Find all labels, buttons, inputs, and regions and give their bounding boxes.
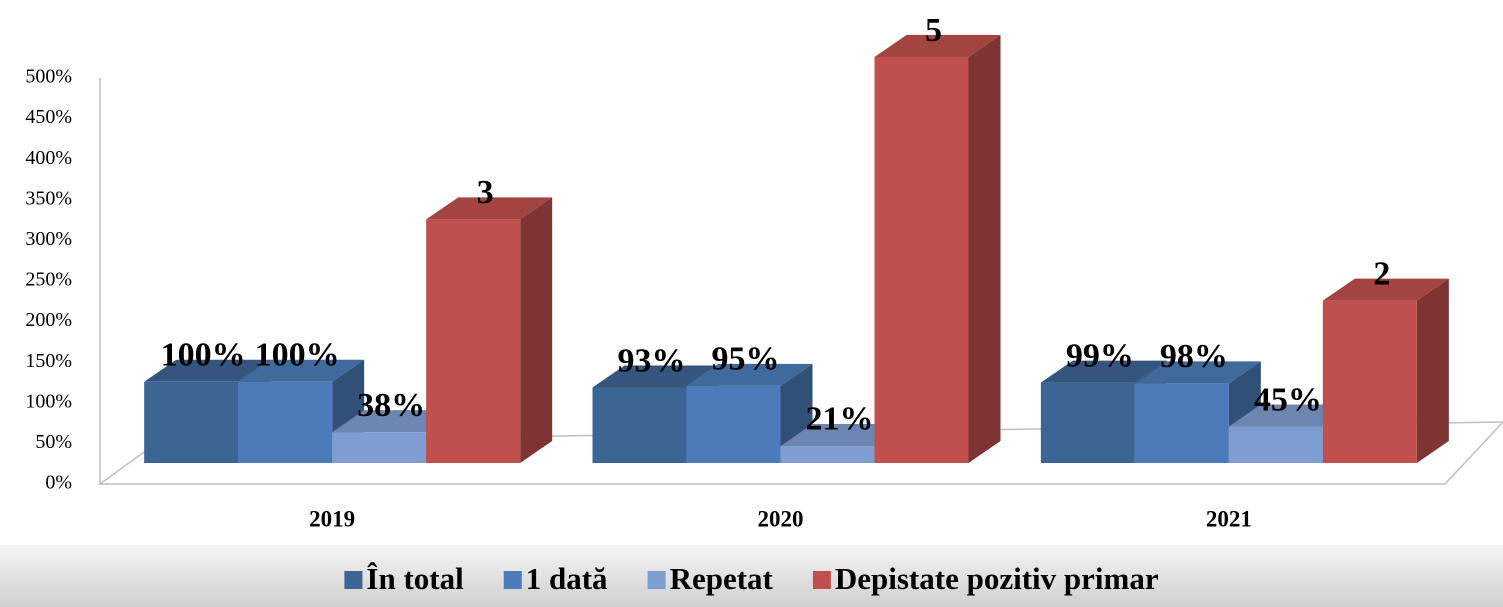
bar-top <box>686 363 813 386</box>
bar <box>426 219 521 463</box>
bar-side <box>1416 278 1449 463</box>
legend-swatch <box>647 571 666 589</box>
y-tick-label: 400% <box>25 147 72 169</box>
bar <box>780 445 875 463</box>
bar-side <box>520 197 553 463</box>
legend-swatch <box>503 571 522 589</box>
y-tick-label: 350% <box>25 187 72 209</box>
y-tick-label: 250% <box>25 269 72 291</box>
value-label: 98% <box>1160 338 1228 375</box>
value-label: 93% <box>618 342 686 379</box>
legend-label: În total <box>366 561 464 596</box>
value-label: 100% <box>161 337 246 374</box>
x-tick-label: 2021 <box>1206 506 1252 531</box>
value-label: 100% <box>255 337 340 374</box>
value-label: 95% <box>712 341 780 378</box>
y-tick-label: 200% <box>25 309 72 331</box>
y-tick-label: 500% <box>25 66 72 88</box>
bar <box>592 387 687 463</box>
bar-top <box>592 365 719 388</box>
bar <box>686 385 781 463</box>
legend-swatch <box>812 571 831 589</box>
bar-top <box>426 197 553 220</box>
x-tick-label: 2019 <box>309 506 355 531</box>
y-tick-label: 450% <box>25 106 72 128</box>
bar-top <box>874 35 1001 57</box>
y-tick-label: 100% <box>25 390 72 412</box>
floor <box>97 421 1503 485</box>
y-tick-label: 50% <box>35 431 72 453</box>
bar <box>1040 382 1135 463</box>
legend-label: Depistate pozitiv primar <box>835 561 1159 596</box>
bar <box>144 381 239 463</box>
legend-swatch <box>344 571 363 589</box>
bar-top <box>144 359 271 382</box>
value-label: 38% <box>357 387 425 424</box>
bar-top <box>1134 361 1261 384</box>
value-label: 5 <box>925 12 942 49</box>
value-label: 2 <box>1373 255 1390 292</box>
value-label: 45% <box>1254 381 1322 418</box>
bar-top <box>1040 360 1167 383</box>
bar <box>332 432 427 463</box>
bar-top <box>238 359 365 382</box>
value-label: 3 <box>477 174 494 211</box>
value-label: 21% <box>806 401 874 438</box>
y-tick-label: 0% <box>45 472 72 494</box>
legend-label: 1 dată <box>526 561 608 596</box>
legend-label: Repetat <box>670 561 774 596</box>
bar <box>874 57 969 463</box>
bar <box>238 381 333 463</box>
bar <box>1134 383 1229 463</box>
value-label: 99% <box>1066 337 1134 374</box>
y-tick-label: 150% <box>25 350 72 372</box>
bar <box>1322 300 1417 463</box>
bar <box>1228 426 1323 463</box>
y-tick-label: 300% <box>25 228 72 250</box>
bar-top <box>1322 278 1449 301</box>
legend-band <box>0 545 1503 607</box>
bar-side <box>968 35 1001 463</box>
x-tick-label: 2020 <box>758 506 804 531</box>
